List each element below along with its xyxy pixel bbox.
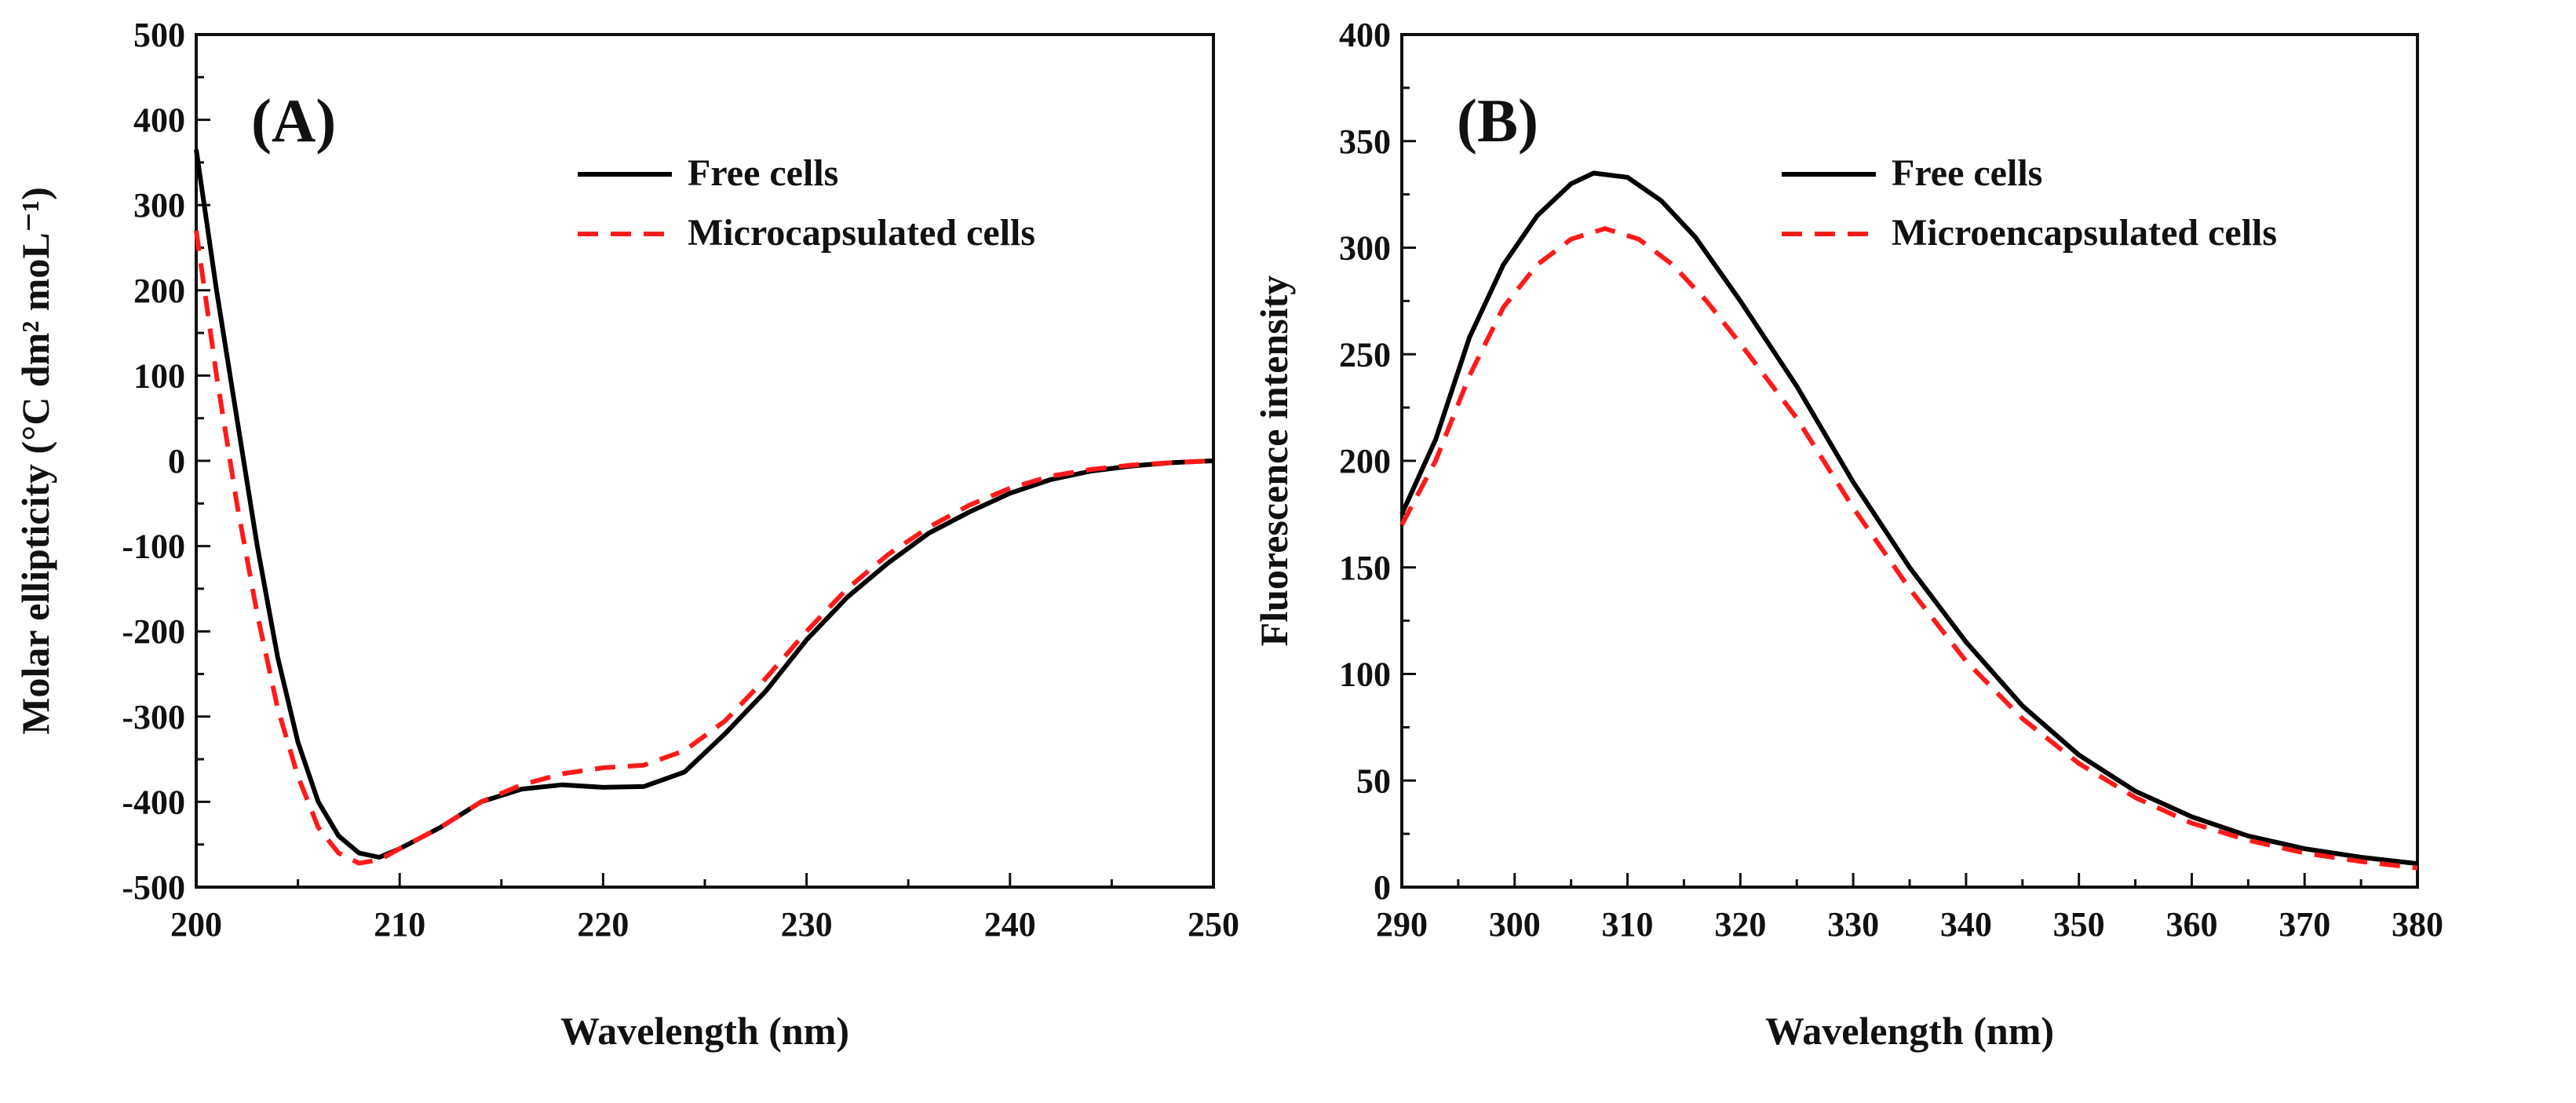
y-tick-label: 150 bbox=[1339, 549, 1391, 587]
x-tick-label: 330 bbox=[1827, 905, 1879, 944]
y-tick-label: 200 bbox=[133, 272, 185, 310]
x-tick-label: 380 bbox=[2392, 905, 2443, 944]
y-tick-label: 0 bbox=[1374, 868, 1391, 907]
y-tick-label: -200 bbox=[122, 612, 185, 651]
x-tick-label: 360 bbox=[2166, 905, 2217, 944]
y-tick-label: -100 bbox=[122, 528, 185, 566]
panel-label: (A) bbox=[251, 86, 336, 155]
y-tick-label: -500 bbox=[122, 868, 185, 907]
x-tick-label: 250 bbox=[1188, 905, 1239, 944]
x-tick-label: 300 bbox=[1489, 905, 1541, 944]
x-tick-label: 240 bbox=[984, 905, 1036, 944]
series-line-1 bbox=[194, 230, 1214, 866]
y-tick-label: 500 bbox=[133, 16, 185, 54]
y-tick-label: 0 bbox=[168, 442, 185, 480]
x-tick-label: 350 bbox=[2053, 905, 2105, 944]
x-tick-label: 230 bbox=[781, 905, 833, 944]
chart-panel-1: 290 300 310 320 330 340 350 360 370 380 0 50 100 150 2… bbox=[1252, 16, 2443, 1053]
y-axis-label: Molar ellipticity (°C dm² moL⁻¹) bbox=[13, 187, 57, 735]
series-line-0 bbox=[1399, 170, 2418, 867]
legend-label-1: Microencapsulated cells bbox=[1892, 212, 2277, 254]
y-tick-label: 100 bbox=[1339, 656, 1391, 694]
x-tick-label: 290 bbox=[1376, 905, 1428, 944]
y-tick-label: 250 bbox=[1339, 335, 1391, 374]
series-line-1 bbox=[1399, 226, 2418, 871]
chart-panel-0: 200 210 220 230 240 250 -500 -400 -300 -200 -100 0 1… bbox=[13, 16, 1239, 1053]
panel-label: (B) bbox=[1457, 86, 1538, 155]
x-axis-label: Wavelength (nm) bbox=[560, 1009, 849, 1053]
y-tick-label: 400 bbox=[1339, 16, 1391, 54]
x-tick-label: 210 bbox=[374, 905, 425, 944]
legend-label-0: Free cells bbox=[1892, 152, 2042, 194]
x-tick-label: 200 bbox=[170, 905, 222, 944]
y-tick-label: 350 bbox=[1339, 122, 1391, 161]
x-axis-label: Wavelength (nm) bbox=[1765, 1009, 2054, 1053]
y-tick-label: 300 bbox=[1339, 229, 1391, 268]
legend-label-1: Microcapsulated cells bbox=[688, 212, 1035, 254]
y-tick-label: -400 bbox=[122, 783, 185, 821]
y-tick-label: 100 bbox=[133, 356, 185, 395]
y-tick-label: 300 bbox=[133, 186, 185, 225]
series-line-0 bbox=[194, 149, 1214, 860]
y-tick-label: 400 bbox=[133, 101, 185, 140]
x-tick-label: 340 bbox=[1940, 905, 1992, 944]
y-tick-label: 200 bbox=[1339, 442, 1391, 480]
y-tick-label: 50 bbox=[1356, 762, 1391, 800]
x-tick-label: 370 bbox=[2279, 905, 2330, 944]
y-tick-label: -300 bbox=[122, 698, 185, 736]
x-tick-label: 310 bbox=[1602, 905, 1654, 944]
x-tick-label: 320 bbox=[1714, 905, 1766, 944]
x-tick-label: 220 bbox=[577, 905, 629, 944]
y-axis-label: Fluorescence intensity bbox=[1252, 276, 1296, 647]
legend-label-0: Free cells bbox=[688, 152, 838, 194]
